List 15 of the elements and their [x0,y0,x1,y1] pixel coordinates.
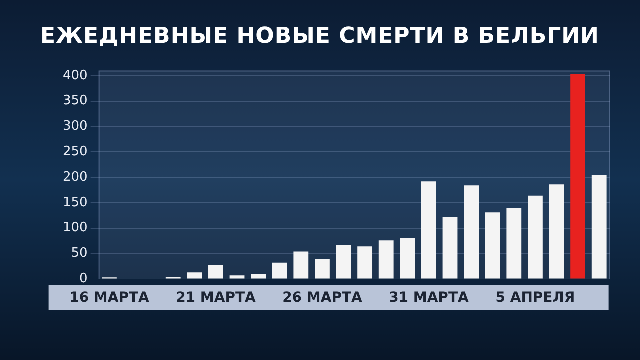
y-tick-label: 300 [62,119,88,134]
y-tick-label: 50 [71,246,88,262]
y-tick-label: 400 [62,68,88,84]
x-tick-label: 16 МАРТА [70,290,150,306]
x-tick-label: 26 МАРТА [282,290,362,306]
y-tick-label: 150 [62,195,88,210]
x-tick-label: 5 АПРЕЛЯ [496,290,576,306]
y-tick-label: 0 [80,272,88,287]
y-tick-label: 100 [62,220,88,236]
x-tick-label: 31 МАРТА [389,290,469,306]
y-tick-label: 250 [62,144,88,160]
y-tick-label: 200 [62,170,88,185]
y-tick-label: 350 [62,94,88,109]
x-tick-label: 21 МАРТА [176,290,256,306]
chart-title: ЕЖЕДНЕВНЫЕ НОВЫЕ СМЕРТИ В БЕЛЬГИИ [40,24,600,49]
